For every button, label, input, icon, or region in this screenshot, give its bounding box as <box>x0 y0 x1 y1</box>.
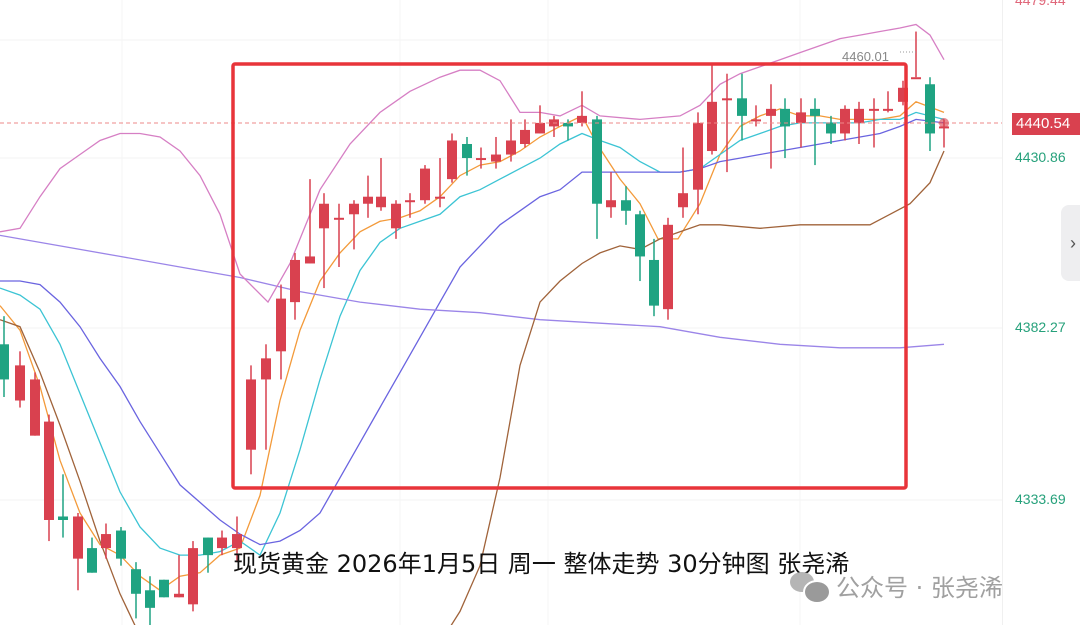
candle <box>30 372 40 436</box>
high-price-label: 4460.01 <box>842 49 889 64</box>
candle <box>217 530 227 556</box>
price-tick: 4430.86 <box>1015 149 1066 165</box>
chart-caption: 现货黄金 2026年1月5日 周一 整体走势 30分钟图 张尧浠 <box>233 550 850 578</box>
candle <box>15 351 25 408</box>
candle <box>911 31 921 80</box>
wechat-icon <box>790 571 831 604</box>
candle <box>592 115 602 239</box>
ma20-line <box>0 118 945 546</box>
candle <box>780 98 790 159</box>
candle <box>840 105 850 141</box>
candle <box>649 238 659 317</box>
scroll-right-button[interactable]: › <box>1061 205 1080 281</box>
highlight-box <box>231 62 908 490</box>
candle <box>305 179 315 264</box>
candle <box>766 84 776 169</box>
boll-lower-line <box>0 150 945 625</box>
candle <box>131 562 141 619</box>
price-axis[interactable] <box>1002 0 1080 625</box>
candle <box>174 555 184 598</box>
candle <box>276 284 286 380</box>
candle <box>73 512 83 591</box>
candle <box>261 344 271 450</box>
candle <box>549 115 559 137</box>
price-tick: 4382.27 <box>1015 319 1066 335</box>
candle <box>349 200 359 250</box>
candle <box>116 527 126 566</box>
candle <box>869 98 879 148</box>
candle <box>737 73 747 141</box>
candle <box>883 91 893 113</box>
price-tick: 4479.44 <box>1015 0 1066 8</box>
candle <box>405 193 415 218</box>
candle <box>203 537 213 573</box>
candle <box>826 115 836 144</box>
candle <box>577 91 587 127</box>
candle <box>693 112 703 215</box>
overlay <box>0 51 1002 490</box>
candle <box>925 77 935 152</box>
candle <box>663 217 673 320</box>
candle <box>420 165 430 204</box>
candle <box>462 136 472 176</box>
candle <box>854 101 864 144</box>
candle <box>606 172 616 218</box>
candles <box>0 31 949 625</box>
candle <box>290 252 300 320</box>
watermark-text: 公众号 · 张尧浠 <box>836 574 1003 602</box>
candle <box>447 133 457 183</box>
candle <box>188 541 198 612</box>
candle <box>159 579 169 598</box>
price-tick: 4333.69 <box>1015 491 1066 507</box>
candle <box>722 73 732 173</box>
boll-upper-line <box>0 23 945 304</box>
ma60-line <box>0 234 945 349</box>
candle <box>898 80 908 106</box>
candle <box>535 105 545 134</box>
chevron-right-icon: › <box>1070 232 1076 253</box>
candle <box>145 576 155 625</box>
candle <box>376 158 386 211</box>
candle <box>87 537 97 573</box>
candle <box>520 119 530 148</box>
candle <box>707 63 717 155</box>
candle <box>391 200 401 239</box>
candle <box>44 414 54 542</box>
candle <box>435 158 445 208</box>
candle <box>246 365 256 475</box>
candle <box>319 193 329 289</box>
chart-grid <box>0 39 1002 501</box>
candle <box>363 175 373 218</box>
candle <box>101 523 111 559</box>
candle <box>0 316 9 398</box>
candle <box>476 147 486 169</box>
candle <box>635 210 645 282</box>
candle <box>334 203 344 267</box>
last-price-badge: 4440.54 <box>1012 113 1080 135</box>
candle <box>678 147 688 218</box>
candle <box>506 119 516 162</box>
candle <box>232 516 242 563</box>
candle <box>58 474 68 538</box>
candle <box>621 186 631 225</box>
candle <box>810 98 820 166</box>
watermark: 公众号 · 张尧浠 <box>790 568 1003 604</box>
candle <box>491 136 501 169</box>
